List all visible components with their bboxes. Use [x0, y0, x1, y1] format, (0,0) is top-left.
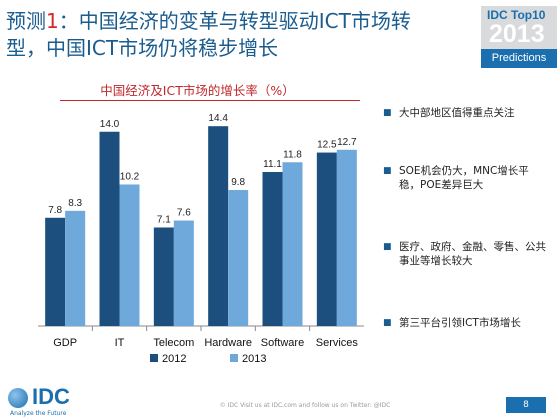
- x-tick-label: GDP: [53, 337, 77, 349]
- chart-title-underline: [60, 100, 360, 101]
- badge-top: IDC Top10 2013: [481, 6, 557, 49]
- bar-2012-hardware: [208, 126, 229, 326]
- bullet-square-icon: ■: [383, 166, 392, 176]
- bar-2012-it: [99, 131, 120, 326]
- bar-2012-services: [316, 152, 337, 326]
- data-label: 7.1: [157, 214, 171, 225]
- data-label: 7.8: [48, 205, 62, 216]
- logo-text: IDC: [32, 384, 70, 409]
- badge-year: 2013: [489, 20, 545, 48]
- logo-tagline: Analyze the Future: [10, 410, 67, 417]
- bar-2013-gdp: [65, 210, 86, 326]
- page-number: 8: [506, 397, 546, 413]
- title-rest: ：中国经济的变革与转型驱动ICT市场转型，中国ICT市场仍将稳步增长: [6, 9, 411, 60]
- idc-top10-badge: IDC Top10 2013 Predictions: [481, 6, 557, 68]
- bullet-item: ■ 医疗、政府、金融、零售、公共事业等增长较大: [383, 240, 549, 268]
- bar-2012-software: [262, 171, 283, 326]
- legend-swatch-2012: [150, 354, 158, 362]
- data-label: 11.8: [283, 149, 302, 160]
- bar-2013-hardware: [228, 190, 249, 326]
- data-label: 9.8: [231, 177, 245, 188]
- data-label: 10.2: [120, 171, 140, 182]
- data-label: 8.3: [68, 198, 82, 209]
- bullet-item: ■ SOE机会仍大，MNC增长平稳，POE差异巨大: [383, 164, 549, 192]
- x-tick-label: Software: [261, 337, 304, 349]
- globe-icon: [8, 388, 28, 408]
- growth-bar-chart: 7.8 8.3 GDP 14.0 10.2 IT 7.1 7.6 Telecom 14.4 9.8 H…: [38, 113, 364, 365]
- bar-2013-it: [119, 184, 140, 326]
- data-label: 7.6: [177, 208, 191, 219]
- bar-2013-services: [336, 149, 357, 326]
- x-tick-label: Services: [316, 337, 359, 349]
- bullet-text: 第三平台引领ICT市场增长: [399, 317, 521, 329]
- bullet-text: 大中部地区值得重点关注: [399, 107, 515, 119]
- data-label: 11.1: [263, 159, 282, 170]
- bullet-text: SOE机会仍大，MNC增长平稳，POE差异巨大: [399, 165, 529, 191]
- footer-text: © IDC Visit us at IDC.com and follow us …: [219, 402, 391, 409]
- legend-label: 2012: [162, 353, 186, 365]
- title-prefix: 预测: [6, 9, 46, 33]
- data-label: 12.7: [337, 137, 357, 148]
- chart-title: 中国经济及ICT市场的增长率（%）: [100, 83, 295, 98]
- badge-line2: Predictions: [481, 49, 557, 68]
- legend-swatch-2013: [230, 354, 238, 362]
- x-tick-label: Hardware: [204, 337, 252, 349]
- bullet-text: 医疗、政府、金融、零售、公共事业等增长较大: [399, 241, 546, 267]
- data-label: 14.4: [208, 113, 228, 124]
- x-tick-label: Telecom: [153, 337, 194, 349]
- x-tick-label: IT: [115, 337, 125, 349]
- idc-logo: IDC Analyze the Future: [8, 384, 118, 417]
- badge-line1: IDC Top10: [487, 8, 546, 22]
- bullet-item: ■ 第三平台引领ICT市场增长: [383, 316, 549, 330]
- bar-2012-telecom: [153, 227, 174, 326]
- bar-2013-telecom: [173, 220, 194, 326]
- bar-2013-software: [282, 162, 303, 326]
- data-label: 14.0: [100, 119, 120, 130]
- bullet-square-icon: ■: [383, 242, 392, 252]
- bullet-square-icon: ■: [383, 108, 392, 118]
- title-number: 1: [46, 9, 59, 33]
- bullet-item: ■ 大中部地区值得重点关注: [383, 106, 560, 120]
- data-label: 12.5: [317, 140, 337, 151]
- bar-2012-gdp: [45, 217, 66, 326]
- slide-title: 预测1：中国经济的变革与转型驱动ICT市场转型，中国ICT市场仍将稳步增长: [6, 8, 426, 62]
- legend-label: 2013: [242, 353, 266, 365]
- bullet-square-icon: ■: [383, 318, 392, 328]
